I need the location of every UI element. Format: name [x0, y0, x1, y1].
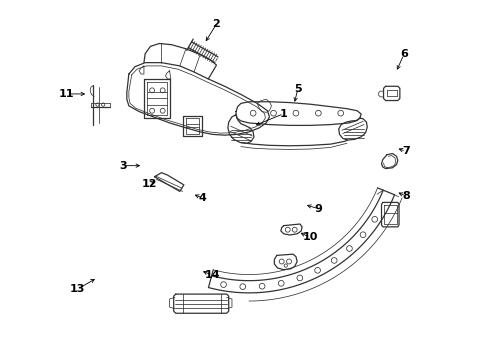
Text: 6: 6 — [400, 49, 408, 59]
Text: 7: 7 — [402, 146, 410, 156]
Text: 2: 2 — [213, 19, 220, 29]
Text: 1: 1 — [280, 109, 288, 119]
Text: 9: 9 — [315, 204, 322, 214]
Text: 8: 8 — [402, 191, 410, 201]
Text: 10: 10 — [302, 232, 318, 242]
Text: 12: 12 — [142, 179, 157, 189]
Text: 3: 3 — [119, 161, 126, 171]
Text: 14: 14 — [205, 270, 220, 280]
Text: 5: 5 — [294, 84, 302, 94]
Text: 11: 11 — [59, 89, 74, 99]
Text: 13: 13 — [70, 284, 85, 294]
Text: 4: 4 — [198, 193, 206, 203]
